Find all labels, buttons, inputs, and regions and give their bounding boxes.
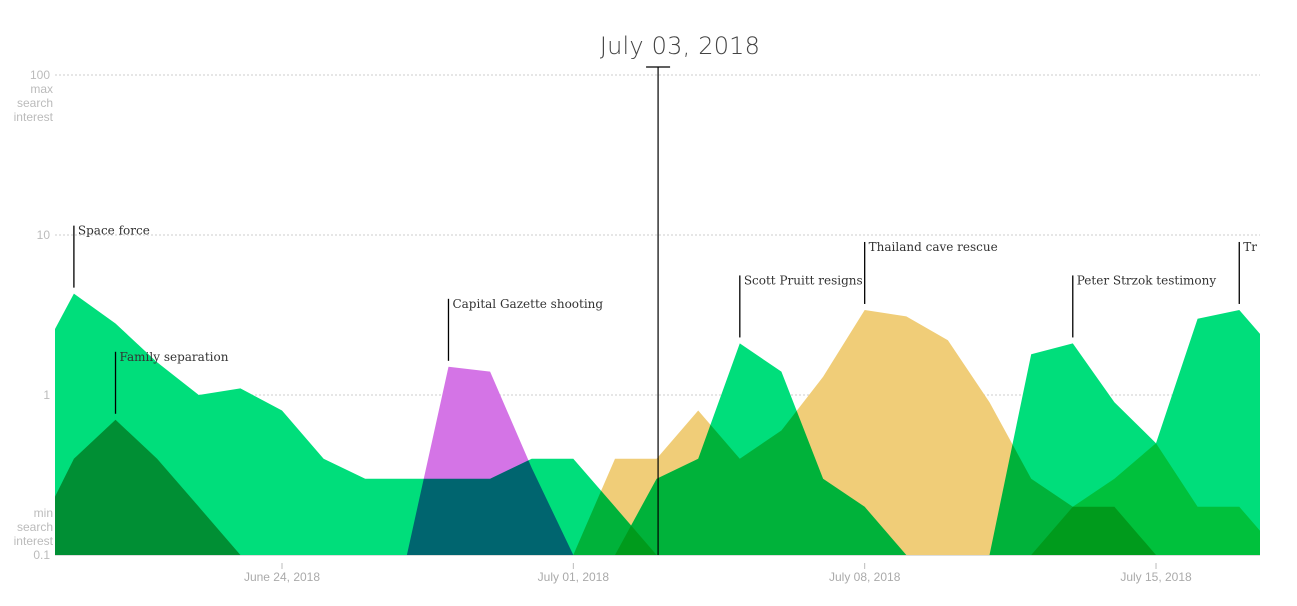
y-axis-note: search	[17, 96, 53, 110]
y-axis-note: interest	[14, 110, 54, 124]
annotations: Space force Family separation Capital Gaze…	[73, 224, 1257, 414]
y-axis-note: interest	[14, 534, 54, 548]
annotation-label: Capital Gazette shooting	[452, 297, 603, 311]
y-tick-label: 1	[43, 388, 50, 402]
chart-title: July 03, 2018	[599, 32, 761, 60]
x-axis: June 24, 2018 July 01, 2018 July 08, 2018 J…	[55, 555, 1260, 584]
date-cursor[interactable]	[646, 66, 671, 555]
area-scott-pruitt-resigns	[614, 343, 907, 555]
annotation-label: Peter Strzok testimony	[1077, 273, 1217, 287]
annotation-label: Space force	[78, 224, 150, 238]
y-tick-label: 0.1	[33, 548, 50, 562]
area-tr	[1031, 310, 1260, 555]
annotation-label: Family separation	[120, 350, 229, 364]
y-axis-note: search	[17, 520, 53, 534]
y-axis: 0.1minsearchinterest110100maxsearchinter…	[14, 68, 54, 562]
y-axis-note: max	[30, 82, 53, 96]
y-tick-label: 100	[30, 68, 50, 82]
annotation-label: Tr	[1243, 240, 1257, 254]
area-capital-gazette-shooting	[406, 366, 574, 555]
series-areas	[55, 293, 1260, 555]
area-family-separation	[55, 419, 241, 555]
x-tick-label: July 08, 2018	[829, 570, 901, 584]
annotation-label: Scott Pruitt resigns	[744, 273, 863, 287]
annotation-label: Thailand cave rescue	[869, 240, 998, 254]
x-tick-label: June 24, 2018	[244, 570, 320, 584]
y-axis-note: min	[34, 506, 53, 520]
x-tick-label: July 01, 2018	[538, 570, 610, 584]
x-tick-label: July 15, 2018	[1120, 570, 1192, 584]
y-tick-label: 10	[37, 228, 51, 242]
